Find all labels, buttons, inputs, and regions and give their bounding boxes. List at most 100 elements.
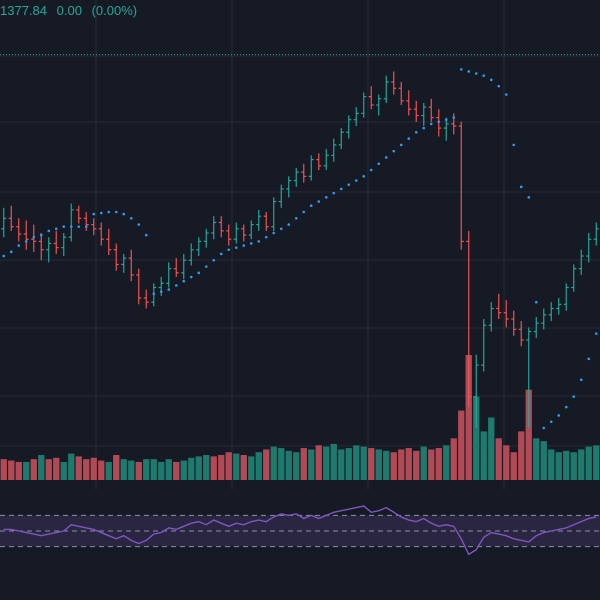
- psar-dot: [594, 332, 598, 335]
- ohlc-bar: [46, 237, 52, 263]
- volume-bar: [525, 389, 532, 480]
- ohlc-bar: [143, 289, 149, 309]
- price-change: 0.00: [56, 3, 82, 18]
- volume-bar: [278, 448, 285, 480]
- psar-dot: [534, 300, 538, 304]
- psar-dot: [489, 78, 493, 82]
- volume-bar: [360, 446, 367, 480]
- psar-dot: [482, 74, 486, 77]
- ohlc-bar: [586, 232, 592, 263]
- volume-bar: [323, 446, 330, 480]
- psar-dot: [182, 279, 186, 283]
- psar-dot: [572, 395, 576, 398]
- psar-dot: [17, 244, 21, 247]
- psar-dot: [257, 240, 261, 243]
- volume-bar: [345, 448, 352, 480]
- volume-bar: [533, 438, 540, 480]
- volume-bar: [180, 460, 187, 480]
- volume-bar: [38, 455, 45, 480]
- ohlc-bar: [121, 253, 127, 273]
- volume-bar: [465, 355, 472, 480]
- volume-bar: [398, 449, 405, 480]
- psar-dot: [384, 156, 388, 159]
- volume-bar: [30, 459, 37, 480]
- ohlc-bar: [391, 71, 397, 95]
- ohlc-bar: [496, 293, 502, 319]
- psar-dot: [579, 378, 583, 382]
- ohlc-bar: [428, 98, 434, 122]
- psar-dot: [159, 290, 163, 294]
- volume-bar: [578, 449, 585, 480]
- psar-dot: [324, 196, 328, 199]
- ohlc-bar: [196, 237, 202, 257]
- volume-bar: [315, 445, 322, 480]
- psar-dot: [144, 233, 148, 237]
- volume-bar: [195, 456, 202, 480]
- volume-bar: [0, 459, 7, 480]
- volume-bar: [368, 448, 375, 480]
- volume-bar: [443, 445, 450, 480]
- ohlc-bar: [421, 102, 427, 126]
- psar-dot: [557, 414, 561, 417]
- psar-dot: [167, 288, 171, 291]
- psar-dot: [347, 183, 351, 187]
- ohlc-bar: [16, 218, 22, 242]
- volume-bar: [510, 452, 517, 480]
- ohlc-bar: [83, 212, 89, 231]
- ohlc-bar: [323, 149, 329, 171]
- psar-dot: [204, 265, 208, 268]
- psar-dot: [122, 212, 126, 216]
- volume-bar: [375, 449, 382, 480]
- volume-bar: [240, 455, 247, 480]
- volume-bar: [308, 449, 315, 480]
- volume-bar: [495, 438, 502, 480]
- volume-bar: [90, 457, 97, 480]
- psar-dot: [294, 216, 298, 220]
- volume-bar: [473, 396, 480, 480]
- volume-bar: [225, 452, 232, 480]
- volume-bar: [383, 450, 390, 480]
- psar-dot: [287, 223, 291, 226]
- psar-dot: [212, 258, 216, 262]
- volume-bar: [15, 461, 22, 480]
- psar-dot: [9, 250, 13, 254]
- ohlc-bar: [466, 230, 472, 408]
- volume-bar: [203, 455, 210, 480]
- ohlc-bar: [23, 220, 29, 250]
- ohlc-bar: [233, 222, 239, 244]
- psar-dot: [317, 200, 321, 203]
- volume-bar: [135, 461, 142, 480]
- ohlc-bar: [128, 249, 134, 282]
- psar-dot: [249, 242, 253, 245]
- ohlc-bar: [526, 327, 532, 429]
- psar-dot: [2, 254, 6, 258]
- psar-dot: [339, 187, 343, 191]
- psar-dot: [474, 72, 478, 75]
- volume-bar: [8, 460, 15, 480]
- rsi-panel: [0, 505, 600, 556]
- volume-bar: [263, 449, 270, 480]
- volume-bar: [45, 459, 52, 480]
- volume-bar: [570, 452, 577, 480]
- volume-bar: [143, 459, 150, 480]
- volume-bar: [165, 459, 172, 480]
- psar-dot: [47, 229, 51, 233]
- last-price: 1377.84: [0, 3, 47, 18]
- ohlc-bar: [106, 228, 112, 255]
- volume-bar: [420, 446, 427, 480]
- ohlc-bar: [91, 218, 97, 236]
- ohlc-bar: [518, 321, 524, 347]
- psar-dot: [24, 240, 28, 243]
- ohlc-bar: [278, 184, 284, 208]
- volume-bar: [83, 459, 90, 480]
- ohlc-bar: [1, 207, 7, 238]
- psar-dot: [152, 292, 156, 296]
- volume-bar: [593, 445, 600, 480]
- psar-dot: [399, 143, 403, 147]
- ohlc-bar: [286, 176, 292, 198]
- volume-bar: [105, 461, 112, 480]
- ohlc-bar: [443, 117, 449, 141]
- volume-bar: [555, 452, 562, 480]
- volume-bar: [68, 453, 75, 480]
